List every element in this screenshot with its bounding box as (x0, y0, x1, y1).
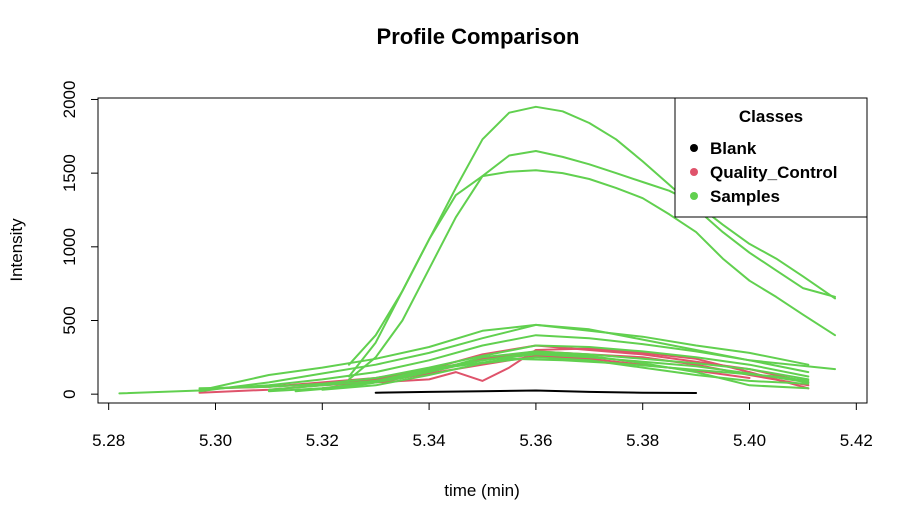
series-line-samples-10 (198, 323, 836, 393)
series-layer (118, 105, 836, 395)
x-tick-label: 5.38 (626, 431, 659, 450)
chart-title: Profile Comparison (377, 24, 580, 49)
legend-entries: Blank Quality_Control Samples (690, 139, 838, 206)
legend-label-blank: Blank (710, 139, 757, 158)
legend-box (674, 97, 868, 218)
x-tick-label: 5.28 (92, 431, 125, 450)
x-axis-label: time (min) (444, 481, 520, 500)
legend-label-samples: Samples (710, 187, 780, 206)
series-line-samples-9 (118, 323, 810, 395)
series-line-samples-12 (198, 344, 810, 390)
series-line-samples-7 (348, 150, 836, 381)
x-tick-label: 5.34 (413, 431, 446, 450)
y-axis-label: Intensity (7, 218, 26, 282)
x-tick-label: 5.40 (733, 431, 766, 450)
legend: Classes Blank Quality_Control Samples (674, 97, 868, 218)
series-line-samples-8 (348, 169, 836, 378)
x-axis: 5.28 5.30 5.32 5.34 5.36 5.38 5.40 5.42 (92, 402, 873, 450)
legend-marker-quality-control (690, 168, 698, 176)
legend-marker-samples (690, 192, 698, 200)
y-axis: 0 500 1000 1500 2000 (60, 81, 99, 399)
x-tick-label: 5.36 (519, 431, 552, 450)
x-tick-label: 5.42 (840, 431, 873, 450)
series-line-samples-11 (198, 334, 810, 391)
y-tick-label: 0 (60, 389, 79, 398)
x-tick-label: 5.32 (306, 431, 339, 450)
y-tick-label: 1000 (60, 228, 79, 266)
series-line-blank-1 (374, 389, 698, 394)
y-tick-label: 1500 (60, 154, 79, 192)
y-tick-label: 2000 (60, 81, 79, 119)
x-tick-label: 5.30 (199, 431, 232, 450)
series-line-samples-15 (294, 357, 810, 393)
series-line-samples-17 (321, 351, 810, 390)
legend-label-quality-control: Quality_Control (710, 163, 838, 182)
y-tick-label: 500 (60, 306, 79, 334)
legend-marker-blank (690, 144, 698, 152)
legend-title: Classes (739, 107, 803, 126)
